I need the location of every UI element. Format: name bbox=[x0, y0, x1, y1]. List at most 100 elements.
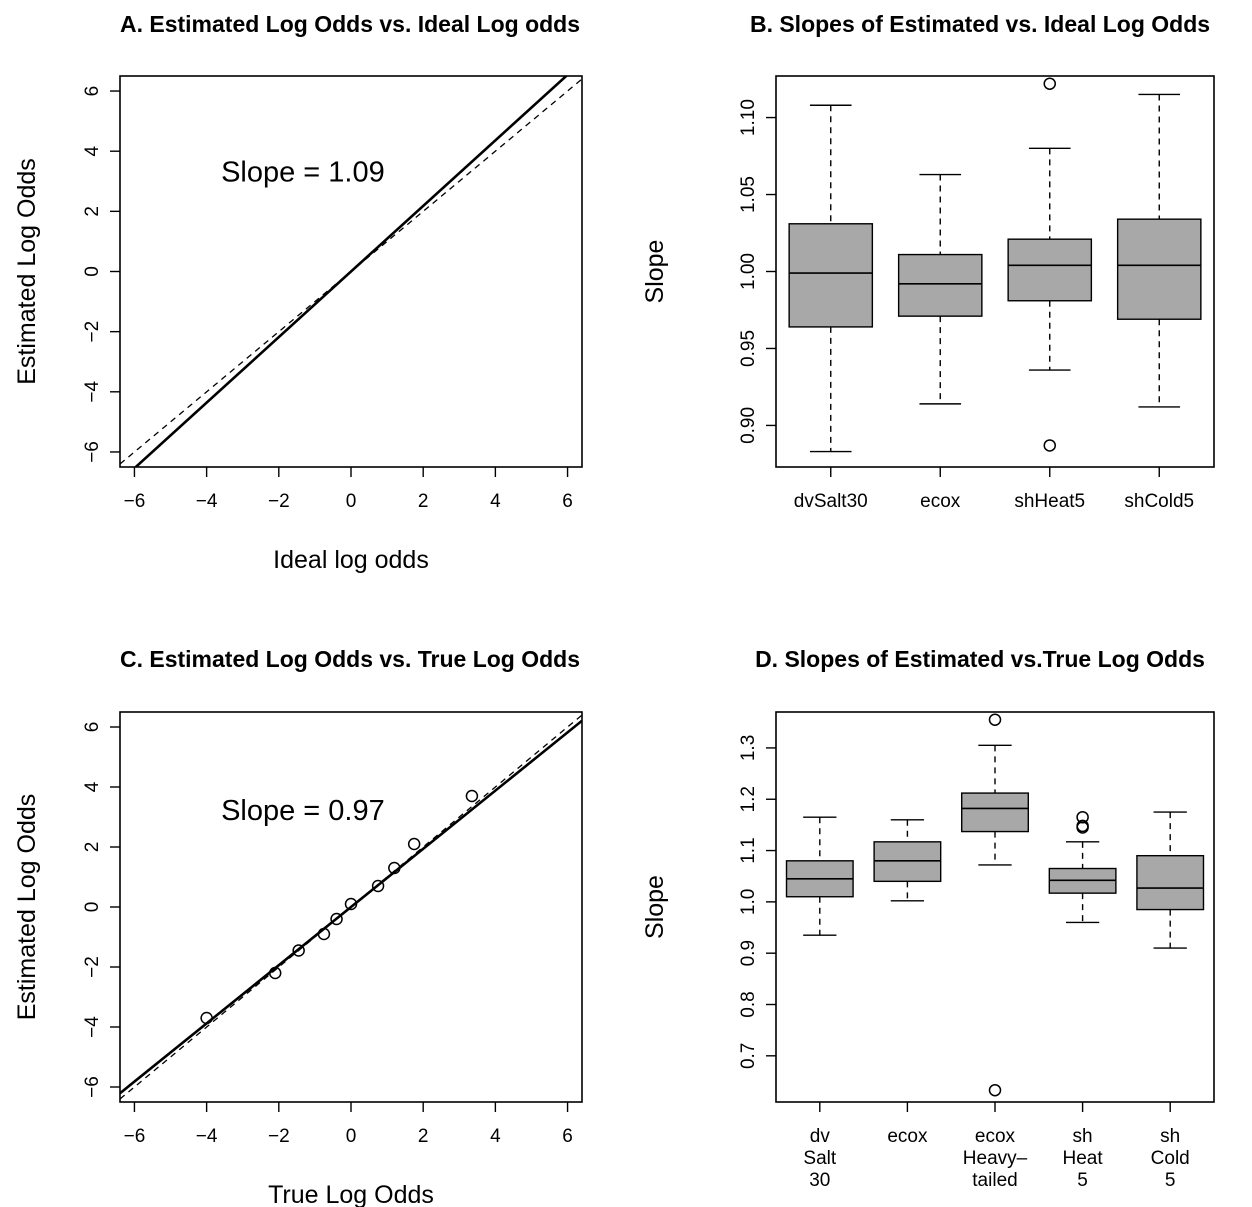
panel-c-data-point bbox=[317, 927, 331, 941]
panel-a-y-tick-label: 6 bbox=[82, 86, 103, 97]
panel-d-y-tick-label: 1.3 bbox=[738, 735, 759, 761]
box-iqr bbox=[1007, 238, 1093, 302]
panel-c-x-tick-label: 4 bbox=[490, 1126, 501, 1147]
outlier-point bbox=[1043, 439, 1056, 452]
panel-a: A. Estimated Log Odds vs. Ideal Log odds… bbox=[13, 11, 583, 574]
panel-c-y-tick-label: 6 bbox=[82, 722, 103, 733]
panel-a-x-tick-label: −4 bbox=[196, 491, 218, 512]
panel-a-x-tick-label: 4 bbox=[490, 491, 501, 512]
panel-c-y-tick-label: 4 bbox=[82, 781, 103, 792]
panel-b-box-3 bbox=[1007, 77, 1093, 452]
panel-c-y-tick-label: 2 bbox=[82, 842, 103, 853]
panel-a-title: A. Estimated Log Odds vs. Ideal Log odds bbox=[120, 11, 580, 37]
panel-d-y-tick-label: 0.7 bbox=[738, 1043, 759, 1069]
panel-a-fit-line bbox=[133, 76, 569, 467]
panel-c-data-point bbox=[407, 837, 421, 851]
panel-d-box-1 bbox=[785, 816, 854, 936]
panel-b-y-tick-label: 1.00 bbox=[738, 253, 759, 290]
panel-b-category-label: shCold5 bbox=[1124, 491, 1194, 512]
panel-c-data-point bbox=[200, 1011, 213, 1025]
panel-d-box-5 bbox=[1136, 811, 1205, 949]
panel-d-y-tick-label: 0.8 bbox=[738, 991, 759, 1017]
panel-a-x-tick-label: −2 bbox=[268, 491, 290, 512]
panel-d-y-axis-title: Slope bbox=[641, 875, 669, 939]
panel-c-data-point bbox=[465, 789, 479, 803]
panel-c-y-tick-label: −6 bbox=[82, 1076, 103, 1098]
panel-c-x-tick-label: 2 bbox=[418, 1126, 429, 1147]
outlier-point bbox=[1076, 819, 1089, 833]
panel-b-y-tick-label: 1.05 bbox=[738, 176, 759, 213]
panel-d-y-tick-label: 0.9 bbox=[738, 940, 759, 966]
panel-c-y-tick-label: −2 bbox=[82, 956, 103, 978]
panel-a-y-tick-label: 0 bbox=[82, 266, 103, 277]
panel-c-fit-line bbox=[120, 719, 582, 1095]
panel-c-x-tick-label: 0 bbox=[346, 1126, 357, 1147]
panel-c-x-tick-label: −2 bbox=[268, 1126, 290, 1147]
outlier-point bbox=[1043, 77, 1056, 90]
panel-d-category-label: Heavy– bbox=[963, 1148, 1028, 1169]
panel-c-data-point bbox=[388, 861, 401, 875]
panel-b-box-4 bbox=[1116, 93, 1202, 408]
panel-d-y-tick-label: 1.1 bbox=[738, 837, 759, 863]
panel-c-data-point bbox=[268, 966, 282, 980]
panel-d-category-label: 5 bbox=[1165, 1170, 1176, 1191]
outlier-point bbox=[988, 1083, 1002, 1097]
panel-a-x-tick-label: 2 bbox=[418, 491, 429, 512]
panel-d-category-label: sh bbox=[1073, 1126, 1093, 1147]
panel-a-y-tick-label: −6 bbox=[82, 441, 103, 463]
panel-c-x-axis-title: True Log Odds bbox=[268, 1181, 434, 1207]
panel-a-x-tick-label: 6 bbox=[562, 491, 573, 512]
panel-b: B. Slopes of Estimated vs. Ideal Log Odd… bbox=[641, 11, 1215, 512]
panel-a-x-tick-label: −6 bbox=[124, 491, 146, 512]
panel-d-y-tick-label: 1.0 bbox=[738, 889, 759, 915]
box-iqr bbox=[788, 223, 874, 328]
panel-b-y-axis-title: Slope bbox=[641, 240, 669, 304]
panel-a-plot-area bbox=[120, 76, 582, 467]
panel-c-y-tick-label: −4 bbox=[82, 1016, 103, 1038]
box-iqr bbox=[1136, 854, 1205, 911]
panel-a-y-tick-label: 4 bbox=[82, 145, 103, 156]
panel-d-category-label: Salt bbox=[803, 1148, 836, 1169]
outlier-point bbox=[1076, 810, 1089, 824]
panel-d-category-label: tailed bbox=[972, 1170, 1017, 1191]
panel-c-slope-annotation: Slope = 0.97 bbox=[221, 795, 385, 827]
panel-d-box-4 bbox=[1048, 810, 1117, 924]
panel-c: C. Estimated Log Odds vs. True Log Odds E… bbox=[13, 646, 583, 1207]
panel-c-y-tick-label: 0 bbox=[82, 902, 103, 913]
panel-b-category-label: ecox bbox=[920, 491, 961, 512]
panel-c-data-point bbox=[371, 879, 385, 893]
panel-c-title: C. Estimated Log Odds vs. True Log Odds bbox=[120, 646, 580, 672]
box-iqr bbox=[961, 792, 1029, 833]
panel-c-x-tick-label: −6 bbox=[124, 1126, 146, 1147]
panel-b-y-tick-label: 0.90 bbox=[738, 407, 759, 444]
panel-b-box-2 bbox=[897, 173, 983, 405]
panel-d-box-2 bbox=[873, 819, 942, 902]
panel-d-category-label: ecox bbox=[887, 1126, 928, 1147]
panel-c-plot-area bbox=[120, 714, 582, 1100]
panel-d-category-label: 30 bbox=[809, 1170, 830, 1191]
panel-d-category-label: sh bbox=[1160, 1126, 1180, 1147]
panel-d-category-label: dv bbox=[810, 1126, 831, 1147]
panel-d-category-label: Cold bbox=[1151, 1148, 1190, 1169]
panel-b-y-tick-label: 0.95 bbox=[738, 330, 759, 367]
panel-d-box-3 bbox=[961, 713, 1029, 1097]
outlier-point bbox=[988, 713, 1002, 726]
panel-a-y-tick-label: 2 bbox=[82, 206, 103, 217]
box-iqr bbox=[1116, 218, 1202, 320]
panel-a-x-axis-title: Ideal log odds bbox=[273, 546, 429, 574]
box-iqr bbox=[897, 253, 983, 317]
panel-c-data-point bbox=[292, 944, 305, 957]
panel-b-box-1 bbox=[788, 104, 874, 453]
panel-a-y-tick-label: −2 bbox=[82, 321, 103, 343]
panel-d-category-label: ecox bbox=[975, 1126, 1016, 1147]
panel-d-category-label: Heat bbox=[1063, 1148, 1104, 1169]
panel-c-x-tick-label: −4 bbox=[196, 1126, 218, 1147]
panel-d-category-label: 5 bbox=[1077, 1170, 1088, 1191]
panel-b-y-tick-label: 1.10 bbox=[738, 99, 759, 136]
panel-c-data-point bbox=[330, 912, 343, 926]
panel-a-slope-annotation: Slope = 1.09 bbox=[221, 156, 385, 188]
panel-a-y-axis-title: Estimated Log Odds bbox=[13, 158, 41, 385]
panel-d-title: D. Slopes of Estimated vs.True Log Odds bbox=[755, 646, 1205, 672]
panel-b-title: B. Slopes of Estimated vs. Ideal Log Odd… bbox=[750, 11, 1210, 37]
